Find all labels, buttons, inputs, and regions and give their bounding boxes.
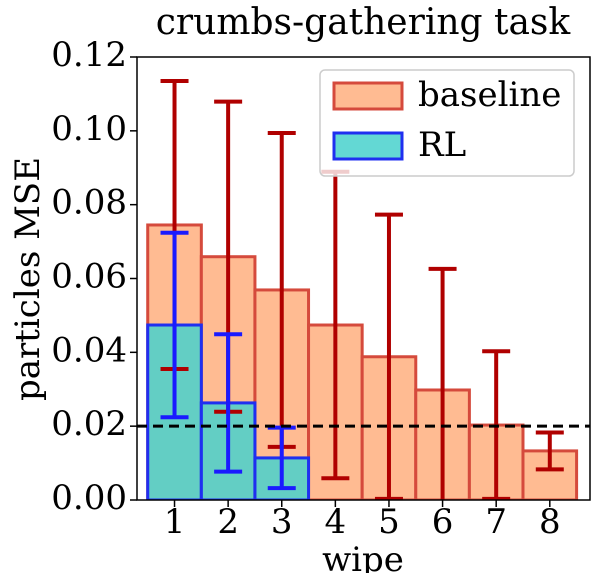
- x-tick-label: 7: [485, 502, 507, 542]
- chart-title: crumbs-gathering task: [156, 2, 572, 43]
- y-tick-label: 0.00: [51, 478, 127, 518]
- plot-area: [137, 78, 590, 500]
- y-tick-label: 0.04: [51, 330, 127, 370]
- y-tick-label: 0.06: [51, 257, 127, 297]
- y-tick-label: 0.08: [51, 183, 127, 223]
- x-tick-label: 1: [164, 502, 186, 542]
- x-axis-label: wipe: [322, 540, 404, 573]
- error-bar: [214, 332, 243, 474]
- y-tick-label: 0.02: [51, 404, 127, 444]
- x-tick-label: 5: [378, 502, 400, 542]
- y-tick-label: 0.10: [51, 109, 127, 149]
- legend-label: baseline: [418, 75, 561, 115]
- x-tick-label: 8: [539, 502, 561, 542]
- legend-swatch: [332, 131, 404, 161]
- error-bar: [428, 266, 457, 500]
- x-tick-label: 3: [271, 502, 293, 542]
- legend-swatch: [332, 81, 404, 111]
- x-tick-label: 6: [432, 502, 454, 542]
- error-bar: [535, 430, 564, 472]
- error-bar: [374, 212, 403, 500]
- x-tick-label: 2: [217, 502, 239, 542]
- y-tick-label: 0.12: [51, 35, 127, 75]
- y-axis-label: particles MSE: [8, 157, 48, 401]
- error-bar: [160, 230, 189, 420]
- x-tick-label: 4: [325, 502, 347, 542]
- legend-label: RL: [418, 125, 466, 165]
